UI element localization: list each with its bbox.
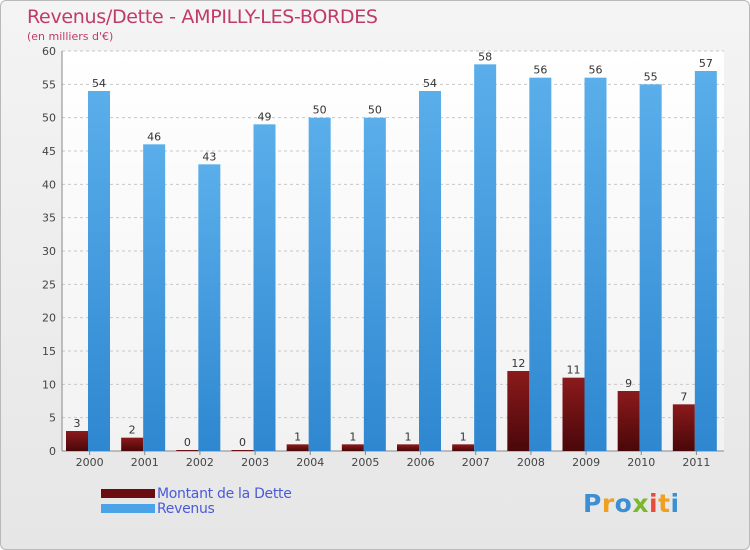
bar-dette: [121, 437, 144, 451]
y-tick-label: 20: [42, 312, 56, 325]
x-tick-label: 2000: [76, 456, 104, 469]
bar-revenus: [419, 91, 441, 451]
bar-dette: [452, 444, 475, 451]
y-tick-label: 45: [42, 145, 56, 158]
data-label-revenus: 43: [202, 150, 216, 163]
logo-letter: P: [583, 489, 602, 518]
logo-letter: x: [632, 489, 649, 518]
data-label-dette: 12: [511, 357, 525, 370]
y-tick-label: 40: [42, 178, 56, 191]
bar-revenus: [363, 117, 386, 452]
data-label-dette: 3: [74, 417, 81, 430]
data-label-dette: 11: [567, 364, 581, 377]
bar-revenus: [198, 164, 221, 452]
data-label-revenus: 54: [423, 77, 437, 90]
x-tick-label: 2003: [241, 456, 269, 469]
data-label-revenus: 46: [147, 130, 161, 143]
y-tick-label: 10: [42, 378, 56, 391]
bar-dette: [507, 371, 530, 451]
legend-swatch-revenus: [101, 504, 155, 513]
x-tick-label: 2011: [682, 456, 710, 469]
proxiti-logo: Proxiti: [583, 489, 680, 518]
bar-revenus: [584, 77, 607, 452]
y-tick-label: 15: [42, 345, 56, 358]
bar-revenus: [529, 77, 552, 452]
data-label-dette: 0: [239, 436, 246, 449]
data-label-dette: 0: [184, 436, 191, 449]
legend: Montant de la Dette Revenus: [101, 486, 341, 517]
bar-dette: [672, 404, 695, 451]
data-label-dette: 1: [460, 430, 467, 443]
bar-dette: [66, 431, 88, 451]
x-tick-label: 2007: [462, 456, 490, 469]
bar-revenus: [474, 64, 497, 452]
bar-revenus: [253, 124, 276, 451]
data-label-revenus: 57: [699, 57, 713, 70]
y-tick-label: 25: [42, 278, 56, 291]
bar-dette: [341, 444, 364, 451]
x-tick-label: 2008: [517, 456, 545, 469]
bar-dette: [617, 391, 640, 451]
data-label-revenus: 56: [533, 64, 547, 77]
y-tick-label: 60: [42, 45, 56, 58]
bar-revenus: [88, 91, 110, 451]
y-tick-label: 55: [42, 78, 56, 91]
bar-dette: [397, 444, 419, 451]
y-tick-label: 5: [49, 412, 56, 425]
y-tick-label: 50: [42, 112, 56, 125]
data-label-revenus: 54: [92, 77, 106, 90]
logo-letter: i: [670, 489, 680, 518]
chart-subtitle: (en milliers d'€): [27, 30, 114, 43]
x-tick-label: 2006: [407, 456, 435, 469]
legend-label-dette: Montant de la Dette: [157, 486, 292, 502]
x-tick-label: 2001: [131, 456, 159, 469]
data-label-dette: 1: [294, 430, 301, 443]
bar-dette: [286, 444, 309, 451]
data-label-dette: 7: [680, 390, 687, 403]
data-label-revenus: 58: [478, 50, 492, 63]
legend-item-dette: Montant de la Dette: [101, 486, 341, 502]
data-label-dette: 9: [625, 377, 632, 390]
bar-dette: [562, 377, 585, 451]
logo-letter: o: [614, 489, 633, 518]
chart-title: Revenus/Dette - AMPILLY-LES-BORDES: [27, 6, 378, 28]
y-tick-label: 30: [42, 245, 56, 258]
data-label-dette: 1: [405, 430, 412, 443]
bar-revenus: [143, 144, 166, 452]
data-label-dette: 2: [129, 424, 136, 437]
data-label-revenus: 49: [258, 110, 272, 123]
x-tick-label: 2005: [351, 456, 379, 469]
bar-dette: [231, 450, 254, 451]
x-tick-label: 2002: [186, 456, 214, 469]
x-tick-label: 2009: [572, 456, 600, 469]
legend-swatch-dette: [101, 489, 155, 498]
data-label-revenus: 50: [368, 104, 382, 117]
data-label-revenus: 55: [644, 70, 658, 83]
bar-revenus: [694, 71, 717, 451]
legend-label-revenus: Revenus: [157, 501, 215, 517]
data-label-revenus: 56: [589, 64, 603, 77]
y-tick-label: 35: [42, 212, 56, 225]
x-tick-label: 2010: [627, 456, 655, 469]
bar-dette: [176, 450, 199, 451]
x-tick-label: 2004: [296, 456, 324, 469]
y-tick-label: 0: [49, 445, 56, 458]
logo-letter: i: [649, 489, 659, 518]
logo-letter: t: [658, 489, 671, 518]
legend-item-revenus: Revenus: [101, 501, 341, 517]
data-label-revenus: 50: [313, 104, 327, 117]
logo-letter: r: [601, 489, 615, 518]
bar-revenus: [308, 117, 331, 452]
data-label-dette: 1: [349, 430, 356, 443]
bar-revenus: [639, 84, 662, 451]
